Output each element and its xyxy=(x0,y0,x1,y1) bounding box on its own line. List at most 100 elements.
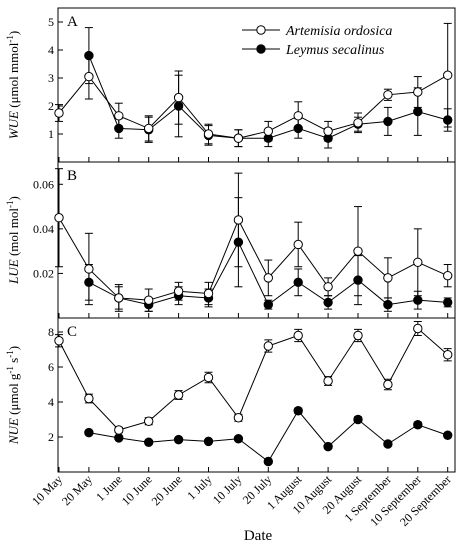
data-point xyxy=(173,390,184,400)
data-point xyxy=(383,439,393,449)
data-point xyxy=(413,323,423,334)
data-point xyxy=(413,87,423,97)
legend-entry: Leymus secalinus xyxy=(242,43,385,58)
legend-marker xyxy=(256,25,266,35)
series-artemisia-ordosica xyxy=(54,168,453,312)
data-point xyxy=(443,270,453,281)
y-axis-label: NUE (μmol g-1 s-1) xyxy=(5,346,21,445)
data-point xyxy=(84,264,94,274)
x-tick-label: 20 June xyxy=(149,472,185,508)
y-axis-label-close: ) xyxy=(6,196,21,200)
data-point xyxy=(203,288,214,299)
data-point xyxy=(144,123,154,134)
x-tick-label: 10 May xyxy=(29,472,65,508)
data-point xyxy=(144,416,154,426)
y-tick-label: 2 xyxy=(48,430,54,444)
data-point xyxy=(443,350,453,360)
legend-marker xyxy=(256,44,266,54)
y-axis-label-close: ) xyxy=(6,346,21,350)
data-point xyxy=(323,297,333,308)
data-point xyxy=(203,129,214,139)
data-point xyxy=(383,90,393,100)
data-point xyxy=(323,376,333,386)
data-point xyxy=(54,336,64,346)
series-leymus-secalinus xyxy=(84,406,453,467)
panel-label: B xyxy=(67,168,77,184)
y-axis-label-unit: (μmol mmol xyxy=(6,42,21,111)
data-point xyxy=(413,106,423,117)
data-point xyxy=(383,379,393,390)
data-point xyxy=(383,299,393,310)
y-axis-label-close: ) xyxy=(6,31,21,35)
data-point xyxy=(114,425,124,435)
data-point xyxy=(293,111,303,121)
data-point xyxy=(114,293,124,303)
legend-label: Leymus secalinus xyxy=(285,43,385,58)
series-line xyxy=(58,217,448,301)
data-point xyxy=(233,133,244,143)
data-point xyxy=(323,126,333,136)
data-point xyxy=(353,118,363,128)
data-point xyxy=(293,406,303,416)
data-point xyxy=(233,413,244,423)
y-tick-label: 1 xyxy=(48,127,54,141)
data-point xyxy=(263,299,273,310)
data-point xyxy=(413,420,423,430)
y-axis-label-mid: s xyxy=(6,358,21,366)
data-point xyxy=(263,126,273,136)
x-tick-label: 10 June xyxy=(119,472,155,508)
data-point xyxy=(293,277,303,288)
panel-frame xyxy=(57,317,456,473)
data-point xyxy=(233,215,244,225)
data-point xyxy=(353,330,363,341)
y-tick-label: 8 xyxy=(48,325,54,339)
y-tick-label: 0.04 xyxy=(33,222,54,236)
y-axis-label-unit: (mol mol xyxy=(6,208,21,260)
data-point xyxy=(203,372,214,383)
data-point xyxy=(353,246,363,256)
y-axis-label-abbr: NUE xyxy=(6,418,21,445)
data-point xyxy=(173,434,184,445)
data-point xyxy=(84,71,94,82)
data-point xyxy=(54,108,64,118)
data-point xyxy=(293,239,303,250)
y-axis-label-sup: -1 xyxy=(5,201,15,209)
data-point xyxy=(443,70,453,80)
y-axis-label: WUE (μmol mmol-1) xyxy=(5,31,21,139)
series-line xyxy=(88,409,448,463)
y-tick-label: 4 xyxy=(48,43,54,57)
data-point xyxy=(443,430,453,440)
data-point xyxy=(263,341,273,351)
legend-label: Artemisia ordosica xyxy=(285,24,392,39)
data-point xyxy=(173,286,184,296)
panel-A: A 1 2 3 4 5 WUE (μmol mmol-1) xyxy=(5,7,456,163)
panel-label: A xyxy=(67,14,78,30)
legend: Artemisia ordosica Leymus secalinus xyxy=(242,24,392,58)
legend-entry: Artemisia ordosica xyxy=(242,24,392,39)
x-tick-label: 20 May xyxy=(59,472,95,508)
data-point xyxy=(413,257,423,267)
y-tick-label: 4 xyxy=(48,395,54,409)
data-point xyxy=(263,273,273,283)
y-axis-label-unit: (μmol g xyxy=(6,373,21,418)
y-axis-label-sup2: -1 xyxy=(5,350,15,358)
data-point xyxy=(173,92,184,103)
y-tick-label: 3 xyxy=(48,71,54,85)
data-point xyxy=(383,273,393,283)
data-point xyxy=(233,434,244,444)
data-point xyxy=(54,213,64,223)
data-point xyxy=(144,295,154,305)
x-tick-label: 10 July xyxy=(210,472,245,507)
series-artemisia-ordosica xyxy=(54,321,453,435)
data-point xyxy=(203,436,214,447)
panel-B: B 0.02 0.04 0.06 LUE (mol mol-1) xyxy=(5,161,456,319)
y-axis-label-abbr: WUE xyxy=(6,111,21,139)
x-axis-label: Date xyxy=(244,528,273,544)
panel-label: C xyxy=(67,324,77,340)
y-tick-label: 6 xyxy=(48,360,54,374)
y-axis-label: LUE (mol mol-1) xyxy=(5,196,21,285)
data-point xyxy=(84,393,94,404)
